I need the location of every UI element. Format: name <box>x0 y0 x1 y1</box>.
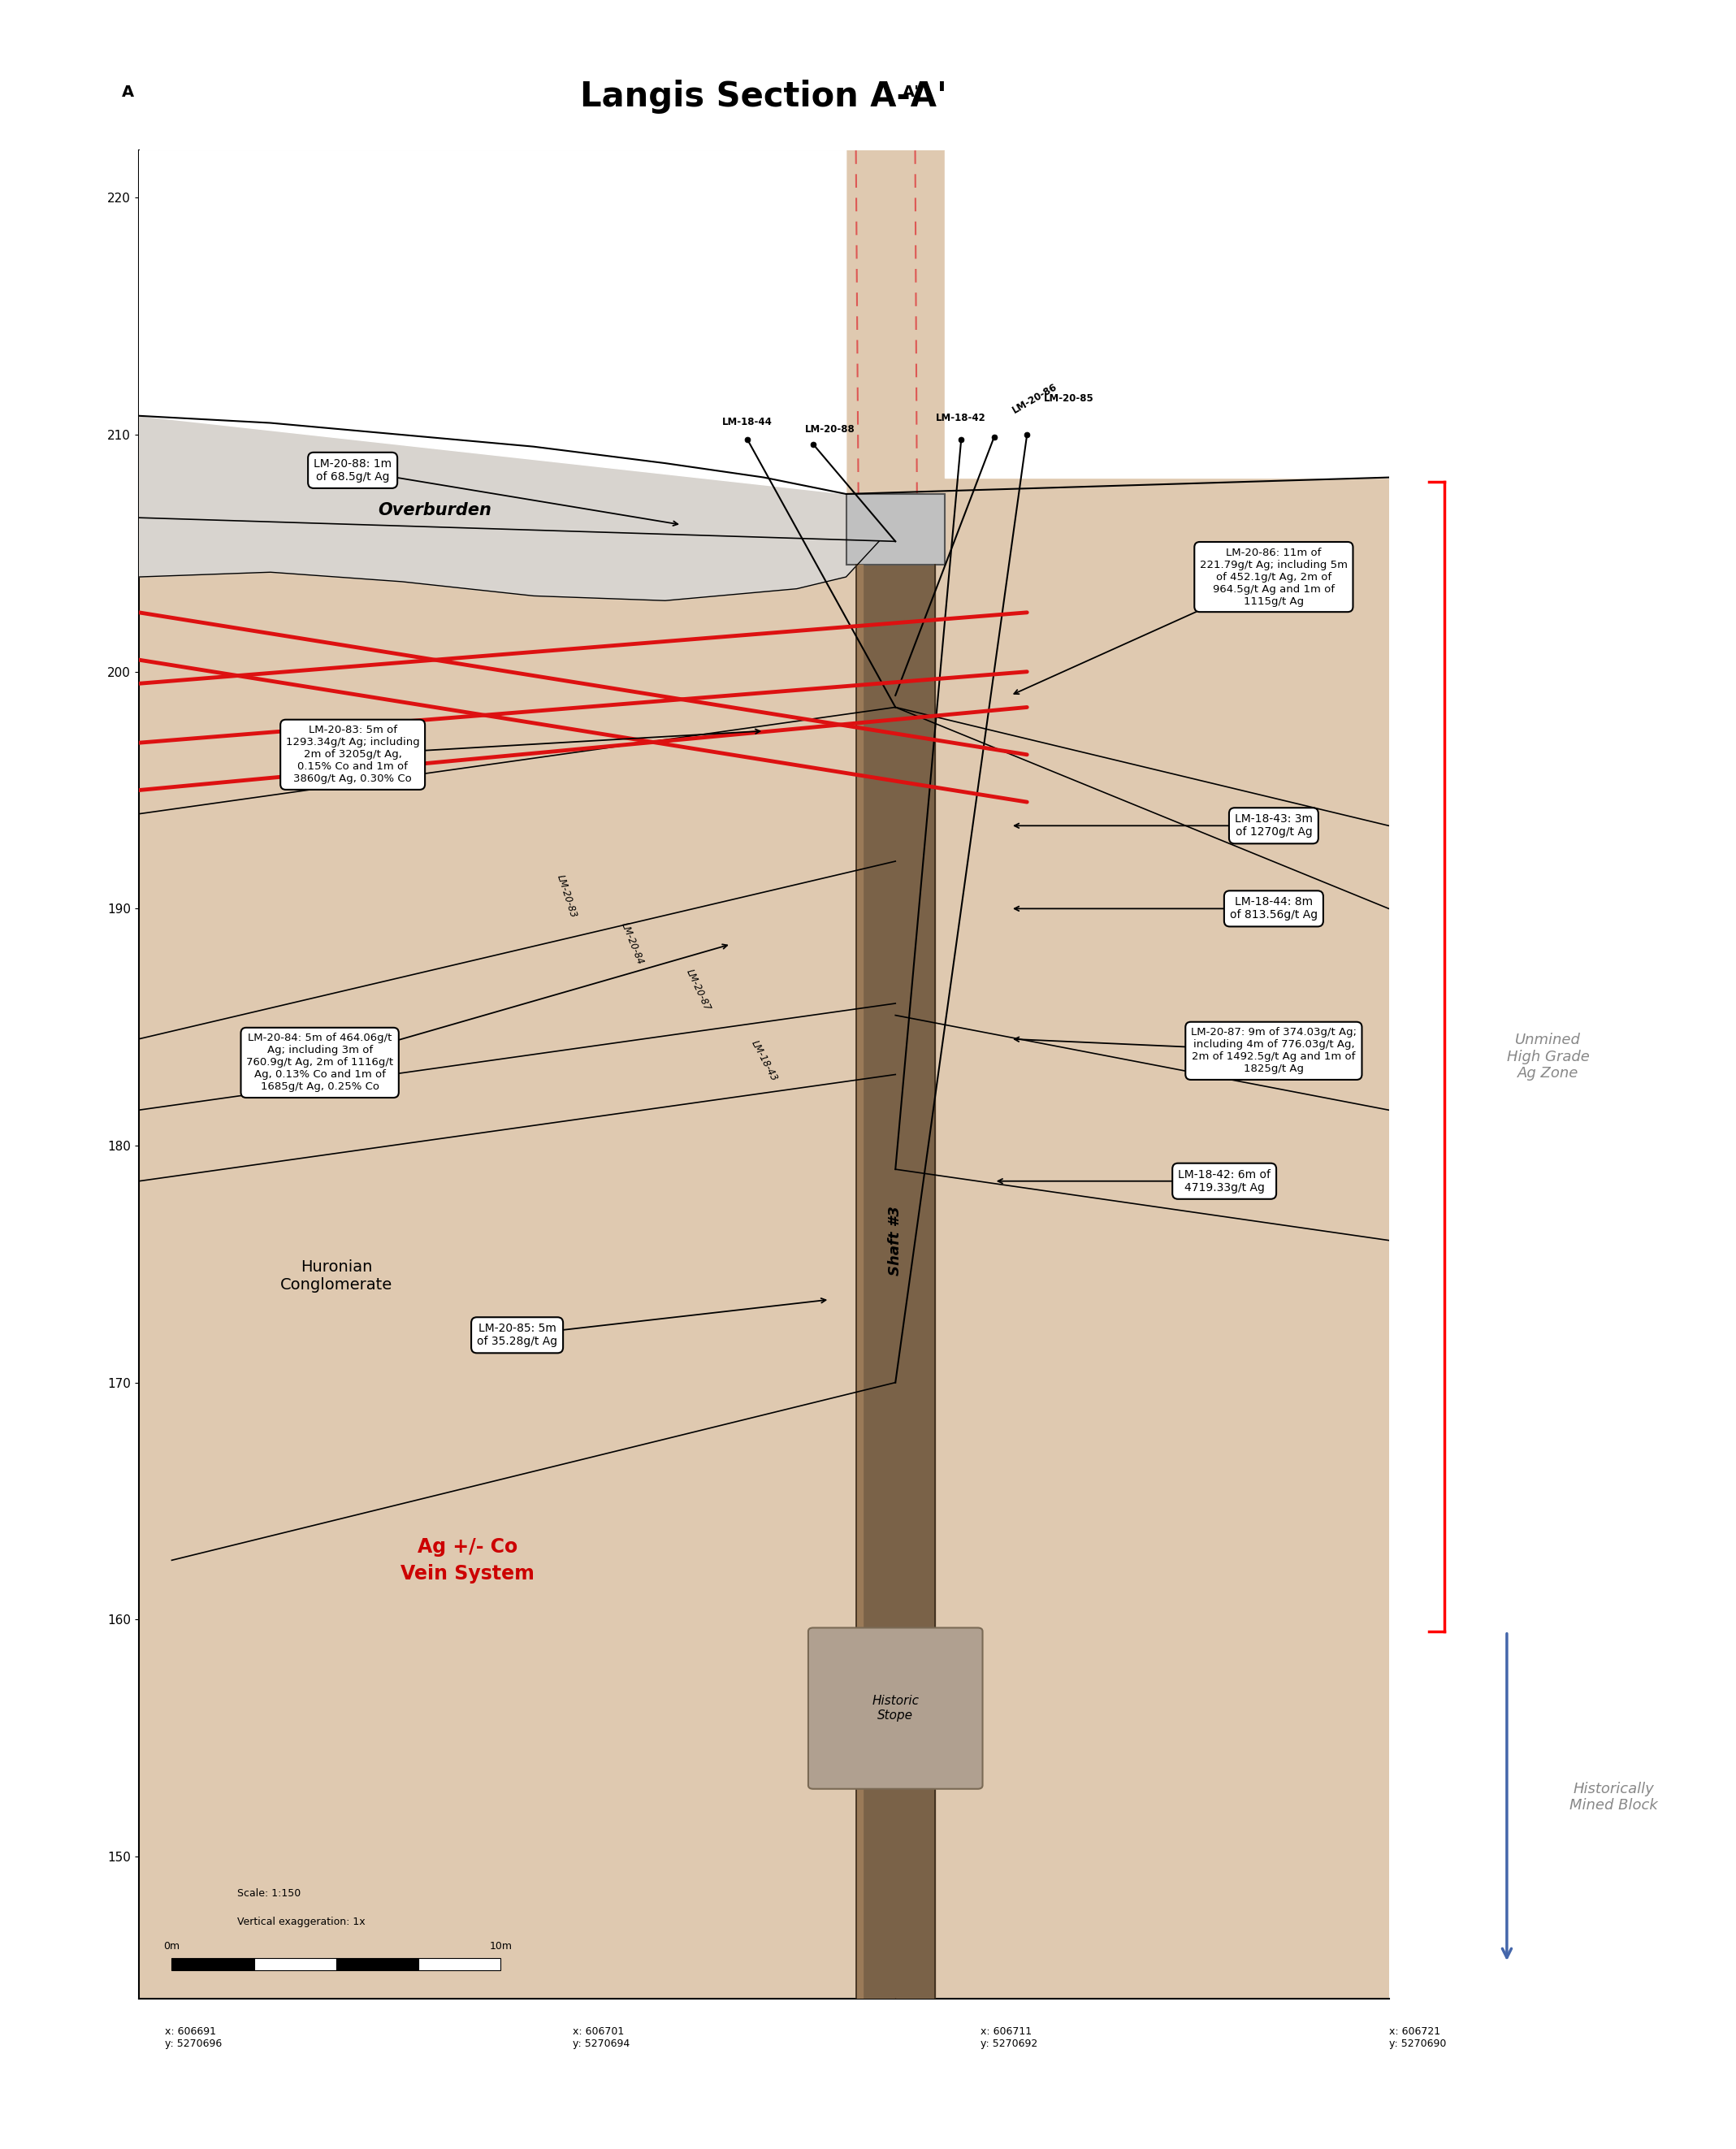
Text: x: 606711
y: 5270692: x: 606711 y: 5270692 <box>981 2027 1038 2050</box>
Text: Huronian
Conglomerate: Huronian Conglomerate <box>279 1259 392 1292</box>
Polygon shape <box>139 415 878 600</box>
Text: Historically
Mined Block: Historically Mined Block <box>1569 1782 1658 1814</box>
Text: x: 606721
y: 5270690: x: 606721 y: 5270690 <box>1389 2027 1446 2050</box>
Text: Overburden: Overburden <box>378 503 491 518</box>
Text: LM-20-87: LM-20-87 <box>684 967 712 1012</box>
Text: Langis Section A-A': Langis Section A-A' <box>580 80 948 114</box>
Text: A: A <box>122 84 134 101</box>
Text: x: 606701
y: 5270694: x: 606701 y: 5270694 <box>573 2027 630 2050</box>
Text: Historic
Stope: Historic Stope <box>871 1696 918 1721</box>
Text: LM-20-88: 1m
of 68.5g/t Ag: LM-20-88: 1m of 68.5g/t Ag <box>314 458 392 484</box>
Text: LM-18-43: 3m
of 1270g/t Ag: LM-18-43: 3m of 1270g/t Ag <box>1234 814 1312 838</box>
Text: LM-18-43: LM-18-43 <box>748 1038 779 1083</box>
Text: LM-20-86: LM-20-86 <box>1010 383 1059 415</box>
Bar <box>337 1958 418 1971</box>
Text: Vertical exaggeration: 1x: Vertical exaggeration: 1x <box>238 1917 366 1928</box>
FancyBboxPatch shape <box>809 1627 983 1788</box>
Text: LM-18-44: LM-18-44 <box>722 417 773 428</box>
Text: LM-20-85: 5m
of 35.28g/t Ag: LM-20-85: 5m of 35.28g/t Ag <box>477 1324 557 1347</box>
Bar <box>418 1958 500 1971</box>
Polygon shape <box>139 150 845 494</box>
Text: Ag +/- Co
Vein System: Ag +/- Co Vein System <box>401 1537 535 1584</box>
Text: LM-20-83: 5m of
1293.34g/t Ag; including
2m of 3205g/t Ag,
0.15% Co and 1m of
38: LM-20-83: 5m of 1293.34g/t Ag; including… <box>286 724 420 784</box>
Text: LM-18-44: 8m
of 813.56g/t Ag: LM-18-44: 8m of 813.56g/t Ag <box>1229 896 1318 922</box>
Text: 10m: 10m <box>490 1941 512 1951</box>
Polygon shape <box>139 150 845 494</box>
Bar <box>845 494 944 565</box>
Bar <box>172 1958 253 1971</box>
Text: LM-20-86: 11m of
221.79g/t Ag; including 5m
of 452.1g/t Ag, 2m of
964.5g/t Ag an: LM-20-86: 11m of 221.79g/t Ag; including… <box>1200 548 1347 606</box>
Text: LM-20-84: 5m of 464.06g/t
Ag; including 3m of
760.9g/t Ag, 2m of 1116g/t
Ag, 0.1: LM-20-84: 5m of 464.06g/t Ag; including … <box>247 1034 394 1092</box>
Text: x: 606691
y: 5270696: x: 606691 y: 5270696 <box>165 2027 222 2050</box>
Polygon shape <box>139 150 1389 1999</box>
Text: Scale: 1:150: Scale: 1:150 <box>238 1889 300 1900</box>
Polygon shape <box>856 565 936 1999</box>
Text: LM-18-42: LM-18-42 <box>936 413 986 423</box>
Polygon shape <box>856 565 863 1999</box>
Text: A': A' <box>903 84 920 101</box>
Text: LM-20-88: LM-20-88 <box>804 423 854 434</box>
Text: LM-18-42: 6m of
4719.33g/t Ag: LM-18-42: 6m of 4719.33g/t Ag <box>1179 1169 1271 1193</box>
Text: LM-20-85: LM-20-85 <box>1043 393 1094 404</box>
Text: Unmined
High Grade
Ag Zone: Unmined High Grade Ag Zone <box>1507 1032 1590 1081</box>
Bar <box>253 1958 337 1971</box>
Text: LM-20-87: 9m of 374.03g/t Ag;
including 4m of 776.03g/t Ag,
2m of 1492.5g/t Ag a: LM-20-87: 9m of 374.03g/t Ag; including … <box>1191 1027 1356 1074</box>
Text: LM-20-83: LM-20-83 <box>554 872 578 920</box>
Polygon shape <box>944 150 1389 477</box>
Text: 0m: 0m <box>163 1941 181 1951</box>
Polygon shape <box>845 494 944 565</box>
Text: Shaft #3: Shaft #3 <box>889 1206 903 1274</box>
Text: LM-20-84: LM-20-84 <box>620 920 646 965</box>
